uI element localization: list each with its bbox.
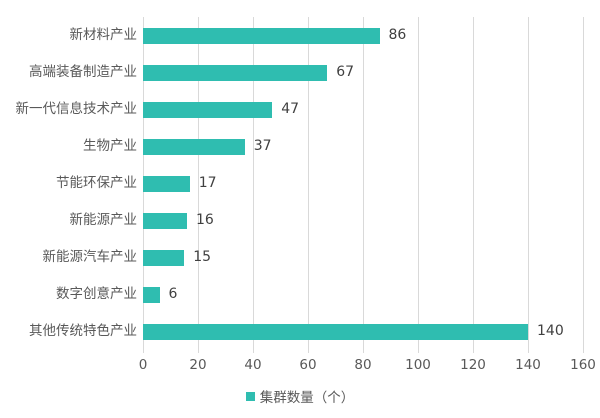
value-label: 6 xyxy=(168,286,178,302)
bar-数字创意产业 xyxy=(143,286,160,303)
category-label: 新一代信息技术产业 xyxy=(15,101,138,117)
bar-生物产业 xyxy=(143,138,245,155)
category-label: 节能环保产业 xyxy=(56,175,137,191)
x-tick-label: 100 xyxy=(405,357,431,373)
x-tick-label: 80 xyxy=(354,357,372,373)
bar-row: 15 xyxy=(143,239,583,276)
gridline-x-140 xyxy=(528,17,529,353)
value-label: 86 xyxy=(388,27,407,43)
gridline-x-60 xyxy=(308,17,309,353)
bar-row: 6 xyxy=(143,276,583,313)
bar-row: 47 xyxy=(143,91,583,128)
value-label: 15 xyxy=(193,249,212,265)
bar-新一代信息技术产业 xyxy=(143,101,273,118)
gridline-x-40 xyxy=(253,17,254,353)
legend: 集群数量（个） xyxy=(0,386,600,406)
value-label: 17 xyxy=(198,175,217,191)
x-tick-label: 60 xyxy=(299,357,317,373)
bar-row: 16 xyxy=(143,202,583,239)
gridline-x-100 xyxy=(418,17,419,353)
bar-新能源产业 xyxy=(143,212,187,229)
x-tick-label: 20 xyxy=(189,357,207,373)
value-label: 140 xyxy=(537,323,564,339)
bar-row: 17 xyxy=(143,165,583,202)
x-tick-label: 160 xyxy=(570,357,596,373)
x-tick-label: 40 xyxy=(244,357,262,373)
plot-area: 86 67 47 37 17 16 15 6 140 xyxy=(143,17,584,353)
value-label: 47 xyxy=(281,101,300,117)
bar-row: 67 xyxy=(143,54,583,91)
legend-label: 集群数量（个） xyxy=(259,390,355,406)
bar-新材料产业 xyxy=(143,27,380,44)
bar-其他传统特色产业 xyxy=(143,323,528,340)
bar-新能源汽车产业 xyxy=(143,249,185,266)
gridline-x-120 xyxy=(473,17,474,353)
legend-swatch-icon xyxy=(245,391,255,401)
category-label: 高端装备制造产业 xyxy=(29,64,137,80)
bar-节能环保产业 xyxy=(143,175,190,192)
gridline-x-80 xyxy=(363,17,364,353)
value-label: 16 xyxy=(196,212,214,228)
x-tick-label: 140 xyxy=(515,357,541,373)
category-label: 新能源汽车产业 xyxy=(42,249,138,265)
category-label: 其他传统特色产业 xyxy=(29,323,137,339)
category-label: 新材料产业 xyxy=(69,27,138,43)
category-label: 新能源产业 xyxy=(69,212,138,228)
bar-高端装备制造产业 xyxy=(143,64,328,81)
bar-row: 140 xyxy=(143,313,583,350)
bar-row: 37 xyxy=(143,128,583,165)
x-tick-label: 0 xyxy=(138,357,148,373)
category-label: 数字创意产业 xyxy=(56,286,137,302)
category-label: 生物产业 xyxy=(83,138,137,154)
value-label: 37 xyxy=(253,138,272,154)
gridline-x-160 xyxy=(583,17,584,353)
value-label: 67 xyxy=(336,64,355,80)
x-tick-label: 120 xyxy=(460,357,486,373)
gridline-x-20 xyxy=(198,17,199,353)
bar-row: 86 xyxy=(143,17,583,54)
